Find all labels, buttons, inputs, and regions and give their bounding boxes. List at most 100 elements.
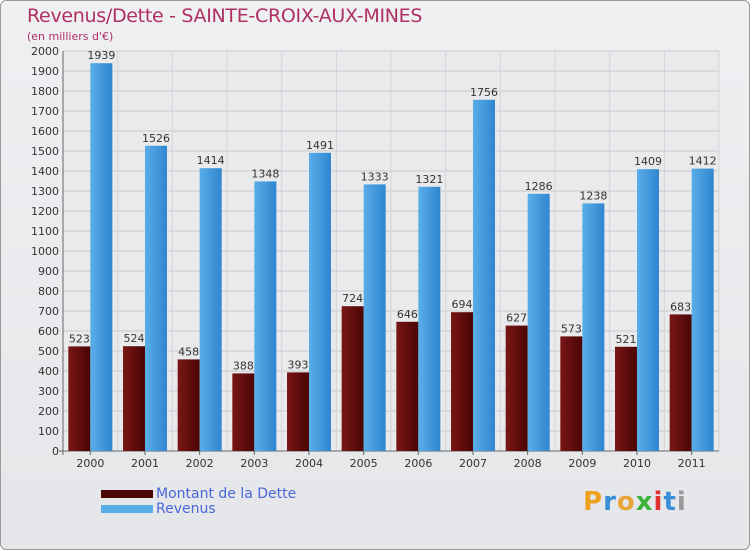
revenue-value-label: 1939 — [87, 49, 115, 62]
debt-value-label: 523 — [69, 332, 90, 345]
y-tick-label: 1200 — [31, 205, 59, 218]
y-tick-label: 100 — [38, 425, 59, 438]
debt-value-label: 683 — [670, 300, 691, 313]
proxiti-logo: Proxiti — [583, 487, 687, 517]
y-tick-label: 0 — [52, 445, 59, 458]
revenue-bar — [637, 169, 659, 451]
legend-swatch-revenue — [101, 505, 153, 513]
logo-letter: r — [603, 487, 617, 517]
y-tick-label: 200 — [38, 405, 59, 418]
unit-subtitle: (en milliers d'€) — [27, 30, 114, 43]
y-tick-label: 1300 — [31, 185, 59, 198]
revenue-bar — [473, 99, 495, 452]
revenue-bar — [527, 193, 550, 452]
logo-letter: P — [583, 487, 604, 517]
debt-bar — [232, 373, 255, 451]
y-tick-label: 1800 — [31, 85, 59, 98]
legend-label-revenue: Revenus — [156, 501, 216, 517]
revenue-bar — [418, 186, 441, 452]
logo-letter: t — [663, 487, 677, 517]
debt-bar — [669, 314, 692, 451]
y-tick-label: 1600 — [31, 125, 59, 138]
logo-letter: i — [676, 487, 687, 517]
revenue-value-label: 1412 — [689, 155, 717, 168]
chart-bars — [68, 63, 714, 452]
revenue-bar — [90, 63, 113, 451]
revenue-value-label: 1238 — [579, 189, 607, 202]
debt-bar — [177, 359, 200, 451]
debt-bar — [68, 346, 91, 451]
revenue-bar — [309, 152, 331, 452]
debt-value-label: 393 — [288, 358, 309, 371]
x-tick-label: 2008 — [514, 457, 542, 470]
y-axis: 0 100 200 300 400 500 600 700 800 900 1000 1100 1200… — [31, 45, 719, 458]
y-tick-label: 900 — [38, 265, 59, 278]
y-tick-label: 500 — [38, 345, 59, 358]
logo-letter: x — [635, 487, 654, 517]
revenue-bar — [145, 145, 167, 452]
debt-bar — [451, 312, 473, 451]
y-tick-label: 1900 — [31, 65, 59, 78]
debt-bar — [505, 325, 528, 451]
x-tick-label: 2009 — [568, 457, 596, 470]
debt-value-label: 521 — [616, 333, 637, 346]
debt-bar — [287, 372, 309, 451]
revenue-value-label: 1348 — [251, 167, 279, 180]
revenue-bar — [363, 184, 386, 451]
y-tick-label: 2000 — [31, 45, 59, 58]
logo-letter: o — [616, 487, 636, 517]
debt-value-label: 724 — [342, 292, 363, 305]
page-title: Revenus/Dette - SAINTE-CROIX-AUX-MINES — [27, 5, 423, 27]
revenue-value-label: 1333 — [361, 170, 389, 183]
x-tick-label: 2010 — [623, 457, 651, 470]
x-tick-label: 2005 — [350, 457, 378, 470]
x-tick-label: 2002 — [186, 457, 214, 470]
debt-value-label: 694 — [452, 298, 473, 311]
y-tick-label: 300 — [38, 385, 59, 398]
revenue-value-label: 1756 — [470, 86, 498, 99]
revenue-value-label: 1491 — [306, 139, 334, 152]
x-tick-label: 2011 — [678, 457, 706, 470]
x-tick-label: 2001 — [131, 457, 159, 470]
debt-value-label: 646 — [397, 308, 418, 321]
legend-label-debt: Montant de la Dette — [156, 486, 297, 502]
debt-value-label: 388 — [233, 359, 254, 372]
debt-bar — [123, 346, 145, 451]
x-axis: 2000 2001 2002 2003 2004 2005 2006 2007 2008 2009… — [76, 451, 706, 470]
debt-bar — [341, 306, 364, 451]
debt-value-label: 627 — [506, 312, 527, 325]
debt-bar — [560, 336, 583, 451]
y-tick-label: 1700 — [31, 105, 59, 118]
x-tick-label: 2003 — [240, 457, 268, 470]
chart-grid — [62, 50, 720, 452]
y-tick-label: 1100 — [31, 225, 59, 238]
x-tick-label: 2000 — [76, 457, 104, 470]
y-tick-label: 1000 — [31, 245, 59, 258]
revenue-value-label: 1526 — [142, 132, 170, 145]
debt-value-label: 573 — [561, 322, 582, 335]
debt-value-label: 524 — [124, 332, 145, 345]
logo-letter: i — [653, 487, 664, 517]
revenue-value-label: 1409 — [634, 155, 662, 168]
revenue-value-label: 1414 — [197, 154, 225, 167]
revenue-value-label: 1286 — [525, 180, 553, 193]
revenue-bar — [199, 168, 222, 451]
x-tick-label: 2006 — [404, 457, 432, 470]
y-tick-label: 400 — [38, 365, 59, 378]
revenue-bar — [582, 203, 605, 451]
revenue-value-label: 1321 — [415, 173, 443, 186]
debt-bar — [396, 321, 419, 451]
debt-bar — [615, 346, 637, 451]
debt-value-label: 458 — [178, 345, 199, 358]
y-tick-label: 800 — [38, 285, 59, 298]
y-tick-label: 1400 — [31, 165, 59, 178]
revenue-bar — [254, 181, 277, 451]
y-tick-label: 600 — [38, 325, 59, 338]
data-labels: 523 1939 524 1526 458 1414 388 1348 393 1491 724 13… — [69, 49, 717, 372]
x-tick-label: 2007 — [459, 457, 487, 470]
revenue-bar — [691, 168, 714, 451]
y-tick-label: 1500 — [31, 145, 59, 158]
legend-swatch-debt — [101, 490, 153, 498]
